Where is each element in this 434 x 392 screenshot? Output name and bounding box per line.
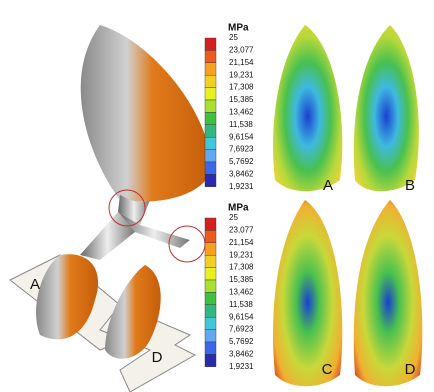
legend-label: 19,231	[229, 250, 254, 259]
arrow-label: A	[30, 276, 40, 293]
legend-label: 17,308	[229, 83, 254, 92]
legend-unit: MPa	[228, 203, 249, 214]
legend-label: 3,8462	[229, 170, 254, 179]
legend-label: 25	[229, 213, 238, 222]
legend-label: 21,154	[229, 238, 254, 247]
legend-label: 13,462	[229, 288, 254, 297]
legend-swatch	[205, 75, 216, 87]
legend-swatch	[205, 38, 216, 50]
legend-swatch	[205, 218, 216, 230]
legend-swatch	[205, 162, 216, 174]
legend-label: 15,385	[229, 275, 254, 284]
legend-swatch	[205, 174, 216, 186]
legend-label: 19,231	[229, 70, 254, 79]
legend-label: 5,7692	[229, 337, 254, 346]
legend-swatch	[205, 50, 216, 62]
legends: MPa2523,07721,15419,23117,30815,38513,46…	[205, 23, 254, 371]
legend-swatch	[205, 63, 216, 75]
legend-label: 5,7692	[229, 157, 254, 166]
legend-swatch	[205, 125, 216, 137]
legend-label: 9,6154	[229, 312, 254, 321]
legend-label: 1,9231	[229, 182, 254, 191]
legend-label: 17,308	[229, 263, 254, 272]
illustration: A D	[10, 25, 212, 392]
legend-swatch	[205, 292, 216, 304]
legend-swatch	[205, 268, 216, 280]
legend-label: 15,385	[229, 95, 254, 104]
legend-label: 7,6923	[229, 145, 254, 154]
legend-label: 11,538	[229, 300, 253, 309]
panel-label: B	[405, 177, 415, 194]
legend-swatch	[205, 305, 216, 317]
legend-swatch	[205, 88, 216, 100]
arrow-label: D	[152, 349, 163, 366]
stress-maps: A B C D	[273, 25, 422, 386]
panel-label: C	[322, 361, 333, 378]
legend-swatch	[205, 354, 216, 366]
legend-label: 23,077	[229, 46, 254, 55]
legend-swatch	[205, 150, 216, 162]
legend-label: 25	[229, 33, 238, 42]
legend-label: 13,462	[229, 108, 254, 117]
legend-swatch	[205, 255, 216, 267]
legend-unit: MPa	[228, 23, 249, 34]
legend-swatch	[205, 317, 216, 329]
legend-label: 3,8462	[229, 350, 254, 359]
panel-label: A	[323, 177, 333, 194]
legend-swatch	[205, 137, 216, 149]
legend-label: 21,154	[229, 58, 254, 67]
legend-swatch	[205, 230, 216, 242]
legend-swatch	[205, 100, 216, 112]
legend-label: 1,9231	[229, 362, 254, 371]
figure: A D A B C D MPa2523,07721,15419,23117,30…	[0, 0, 434, 392]
legend-swatch	[205, 280, 216, 292]
legend-swatch	[205, 342, 216, 354]
legend-swatch	[205, 330, 216, 342]
legend-label: 9,6154	[229, 132, 254, 141]
legend-label: 7,6923	[229, 325, 254, 334]
legend-swatch	[205, 243, 216, 255]
legend-swatch	[205, 112, 216, 124]
panel-label: D	[405, 361, 416, 378]
legend-label: 11,538	[229, 120, 253, 129]
legend-label: 23,077	[229, 226, 254, 235]
